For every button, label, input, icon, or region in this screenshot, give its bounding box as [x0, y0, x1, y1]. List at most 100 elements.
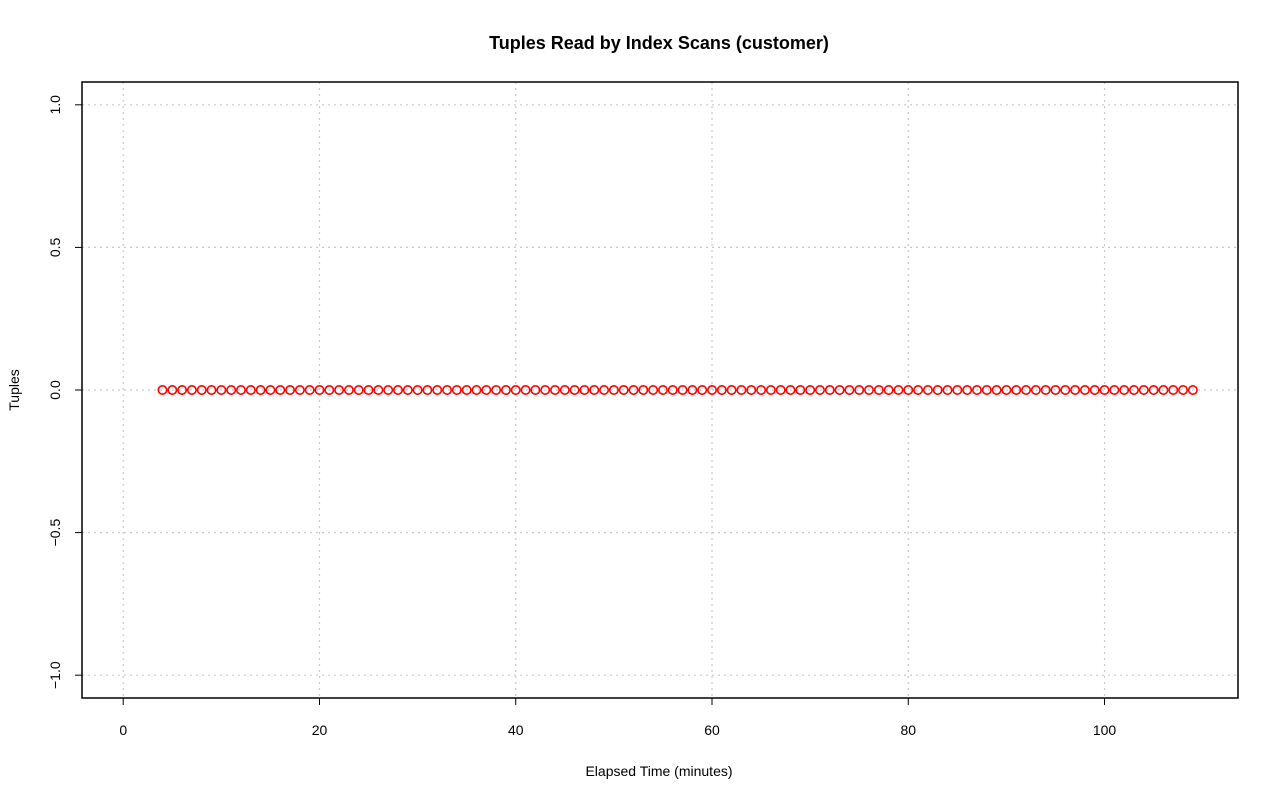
data-point: [834, 384, 845, 395]
data-point: [952, 384, 963, 395]
data-point: [1040, 384, 1051, 395]
data-point: [294, 384, 305, 395]
data-point: [726, 384, 737, 395]
data-point: [520, 384, 531, 395]
y-tick-label: 0.5: [47, 237, 63, 257]
y-tick-label: −1.0: [47, 661, 63, 689]
data-point: [775, 384, 786, 395]
data-point: [785, 384, 796, 395]
data-point: [716, 384, 727, 395]
y-tick-label: 1.0: [47, 95, 63, 115]
data-point: [275, 384, 286, 395]
data-point: [608, 384, 619, 395]
data-point: [471, 384, 482, 395]
data-point: [206, 384, 217, 395]
x-tick-label: 60: [704, 722, 720, 738]
data-point: [1119, 384, 1130, 395]
data-points-layer: [157, 384, 1198, 395]
data-point: [334, 384, 345, 395]
data-point: [451, 384, 462, 395]
data-point: [569, 384, 580, 395]
data-point: [373, 384, 384, 395]
data-point: [530, 384, 541, 395]
data-point: [628, 384, 639, 395]
data-point: [1021, 384, 1032, 395]
data-point: [1050, 384, 1061, 395]
data-point: [432, 384, 443, 395]
data-point: [1178, 384, 1189, 395]
data-point: [442, 384, 453, 395]
data-point: [618, 384, 629, 395]
data-point: [1109, 384, 1120, 395]
x-tick-label: 20: [312, 722, 328, 738]
data-point: [343, 384, 354, 395]
data-point: [932, 384, 943, 395]
data-point: [864, 384, 875, 395]
data-point: [157, 384, 168, 395]
data-point: [1187, 384, 1198, 395]
data-point: [707, 384, 718, 395]
data-point: [314, 384, 325, 395]
y-axis-label: Tuples: [6, 369, 22, 411]
x-tick-label: 40: [508, 722, 524, 738]
data-point: [844, 384, 855, 395]
data-point: [1168, 384, 1179, 395]
data-point: [402, 384, 413, 395]
data-point: [854, 384, 865, 395]
data-point: [824, 384, 835, 395]
data-point: [481, 384, 492, 395]
data-point: [392, 384, 403, 395]
data-point: [226, 384, 237, 395]
data-point: [638, 384, 649, 395]
data-point: [873, 384, 884, 395]
data-point: [1001, 384, 1012, 395]
data-point: [805, 384, 816, 395]
x-tick-label: 0: [119, 722, 127, 738]
data-point: [186, 384, 197, 395]
data-point: [687, 384, 698, 395]
data-point: [177, 384, 188, 395]
data-point: [765, 384, 776, 395]
data-point: [285, 384, 296, 395]
data-point: [697, 384, 708, 395]
data-point: [265, 384, 276, 395]
data-point: [1099, 384, 1110, 395]
data-point: [510, 384, 521, 395]
data-point: [736, 384, 747, 395]
data-point: [461, 384, 472, 395]
data-point: [363, 384, 374, 395]
data-point: [893, 384, 904, 395]
data-point: [1128, 384, 1139, 395]
data-point: [648, 384, 659, 395]
data-point: [657, 384, 668, 395]
data-point: [922, 384, 933, 395]
data-point: [383, 384, 394, 395]
data-point: [1011, 384, 1022, 395]
data-point: [549, 384, 560, 395]
data-point: [245, 384, 256, 395]
x-tick-label: 80: [900, 722, 916, 738]
data-point: [304, 384, 315, 395]
data-point: [235, 384, 246, 395]
data-point: [167, 384, 178, 395]
data-point: [422, 384, 433, 395]
data-point: [216, 384, 227, 395]
chart-title: Tuples Read by Index Scans (customer): [489, 33, 829, 53]
data-point: [1148, 384, 1159, 395]
data-point: [903, 384, 914, 395]
data-point: [412, 384, 423, 395]
data-point: [579, 384, 590, 395]
data-point: [1070, 384, 1081, 395]
data-point: [599, 384, 610, 395]
y-axis: −1.0 −0.5 0.0 0.5 1.0: [47, 95, 82, 689]
data-point: [196, 384, 207, 395]
data-point: [353, 384, 364, 395]
x-axis-label: Elapsed Time (minutes): [585, 763, 732, 779]
data-point: [1158, 384, 1169, 395]
data-point: [981, 384, 992, 395]
data-point: [962, 384, 973, 395]
data-point: [491, 384, 502, 395]
data-point: [540, 384, 551, 395]
